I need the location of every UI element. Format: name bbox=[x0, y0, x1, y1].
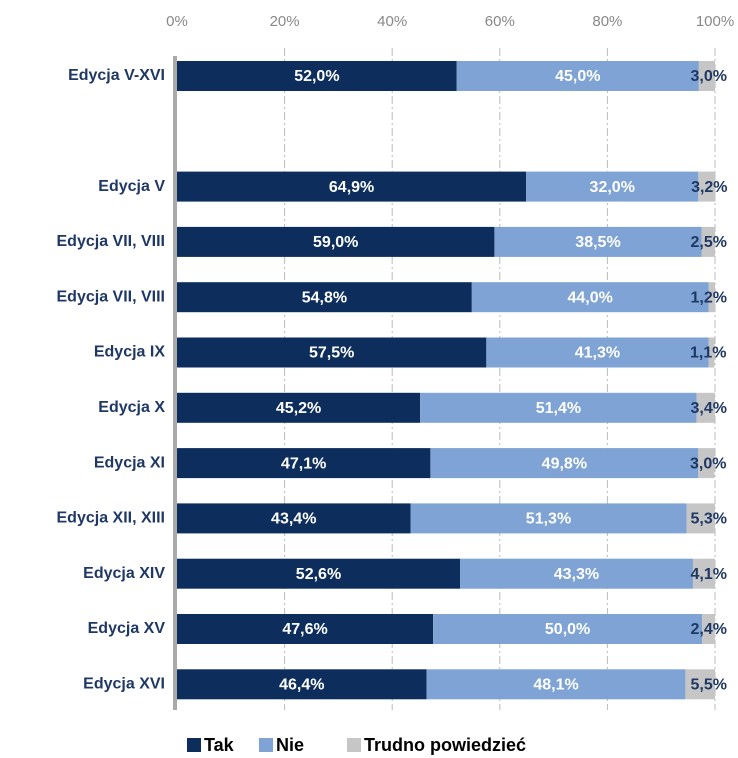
bar-segment bbox=[177, 282, 472, 313]
value-label: 43,3% bbox=[554, 566, 599, 583]
value-label: 44,0% bbox=[567, 289, 612, 306]
category-label: Edycja XV bbox=[88, 620, 166, 637]
bar-segment bbox=[177, 558, 460, 589]
legend-swatch bbox=[347, 738, 361, 752]
category-label: Edycja VII, VIII bbox=[57, 233, 166, 250]
bar-segment bbox=[177, 669, 427, 700]
value-label: 47,6% bbox=[282, 621, 327, 638]
value-label: 5,5% bbox=[691, 677, 727, 694]
bar-segment bbox=[698, 61, 715, 91]
value-label: 54,8% bbox=[302, 289, 347, 306]
bar-segment bbox=[708, 337, 715, 368]
bar-segment bbox=[698, 448, 715, 479]
bar-segment bbox=[433, 614, 703, 644]
category-label: Edycja V-XVI bbox=[68, 67, 165, 84]
bar-segment bbox=[701, 226, 715, 257]
value-label: 32,0% bbox=[590, 179, 635, 196]
bar-segment bbox=[471, 282, 709, 313]
value-label: 5,3% bbox=[691, 511, 727, 528]
value-label: 41,3% bbox=[575, 345, 620, 362]
value-label: 3,4% bbox=[691, 400, 727, 417]
value-label: 57,5% bbox=[309, 345, 354, 362]
bar-segment bbox=[177, 61, 457, 91]
value-label: 46,4% bbox=[279, 677, 324, 694]
value-label: 45,0% bbox=[555, 68, 600, 85]
bar-segment bbox=[430, 448, 699, 479]
category-label: Edycja XI bbox=[94, 454, 165, 471]
value-label: 51,3% bbox=[526, 511, 571, 528]
bar-segment bbox=[702, 614, 715, 644]
value-label: 3,0% bbox=[690, 455, 726, 472]
value-label: 1,2% bbox=[691, 289, 727, 306]
legend-swatch bbox=[187, 738, 201, 752]
legend-label: Tak bbox=[204, 735, 235, 755]
value-label: 59,0% bbox=[313, 234, 358, 251]
bar-segment bbox=[698, 171, 716, 202]
value-label: 49,8% bbox=[542, 455, 587, 472]
bar-segment bbox=[456, 61, 699, 91]
value-label: 51,4% bbox=[536, 400, 581, 417]
value-label: 64,9% bbox=[329, 179, 374, 196]
value-label: 48,1% bbox=[533, 677, 578, 694]
bar-segment bbox=[410, 503, 687, 534]
bar-segment bbox=[708, 282, 715, 313]
bar-segment bbox=[177, 448, 431, 479]
bar-segment bbox=[420, 392, 697, 423]
x-tick-label: 80% bbox=[592, 13, 622, 30]
bar-segment bbox=[692, 558, 715, 589]
category-label: Edycja X bbox=[98, 399, 165, 416]
bar-segment bbox=[177, 171, 527, 202]
category-label: Edycja XVI bbox=[83, 676, 165, 693]
bar-segment bbox=[177, 392, 421, 423]
category-label: Edycja IX bbox=[94, 344, 165, 361]
value-label: 2,4% bbox=[691, 621, 727, 638]
bar-segment bbox=[486, 337, 709, 368]
value-label: 38,5% bbox=[575, 234, 620, 251]
x-tick-label: 100% bbox=[696, 13, 734, 30]
category-label: Edycja XIV bbox=[83, 565, 165, 582]
bar-segment bbox=[459, 558, 693, 589]
value-label: 3,2% bbox=[691, 179, 727, 196]
x-tick-label: 40% bbox=[377, 13, 407, 30]
value-label: 3,0% bbox=[691, 68, 727, 85]
x-tick-label: 60% bbox=[485, 13, 515, 30]
legend-swatch bbox=[259, 738, 273, 752]
value-label: 52,0% bbox=[294, 68, 339, 85]
bar-segment bbox=[177, 226, 495, 257]
bar-segment bbox=[494, 226, 702, 257]
bar-segment bbox=[177, 614, 434, 644]
value-label: 45,2% bbox=[276, 400, 321, 417]
category-label: Edycja XII, XIII bbox=[57, 510, 166, 527]
value-label: 52,6% bbox=[296, 566, 341, 583]
bar-segment bbox=[685, 669, 715, 700]
legend-label: Trudno powiedzieć bbox=[364, 735, 526, 755]
value-label: 50,0% bbox=[545, 621, 590, 638]
bar-segment bbox=[177, 337, 487, 368]
bar-segment bbox=[686, 503, 715, 534]
value-label: 4,1% bbox=[691, 566, 727, 583]
bar-segment bbox=[696, 392, 715, 423]
bar-segment bbox=[526, 171, 699, 202]
value-label: 1,1% bbox=[690, 345, 726, 362]
value-label: 47,1% bbox=[281, 455, 326, 472]
bar-segment bbox=[426, 669, 686, 700]
value-label: 2,5% bbox=[691, 234, 727, 251]
category-label: Edycja V bbox=[98, 178, 165, 195]
bar-segment bbox=[177, 503, 411, 534]
category-label: Edycja VII, VIII bbox=[57, 288, 166, 305]
legend-label: Nie bbox=[276, 735, 304, 755]
value-label: 43,4% bbox=[271, 511, 316, 528]
x-tick-label: 0% bbox=[166, 13, 188, 30]
x-tick-label: 20% bbox=[270, 13, 300, 30]
